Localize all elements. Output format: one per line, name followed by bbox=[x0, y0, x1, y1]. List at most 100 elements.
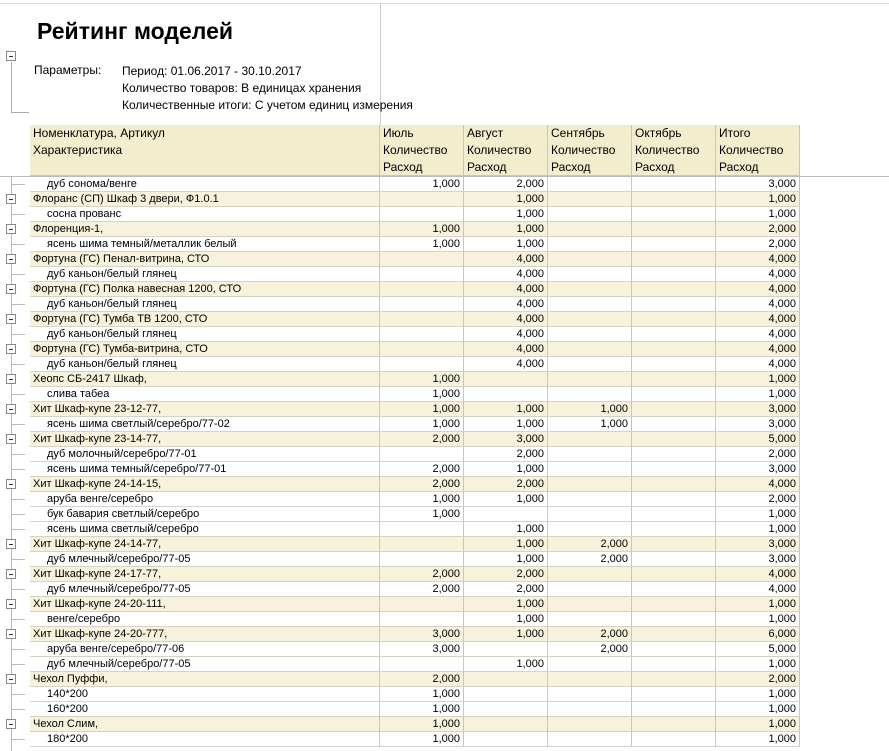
row-name: ясень шима светлый/серебро bbox=[30, 522, 380, 537]
row-name: Хит Шкаф-купе 23-14-77, bbox=[30, 432, 380, 447]
value-cell bbox=[548, 267, 632, 282]
collapse-button[interactable] bbox=[6, 599, 16, 609]
row-name: дуб каньон/белый глянец bbox=[30, 267, 380, 282]
value-cell: 3,000 bbox=[716, 402, 800, 417]
row-name: Флоренция-1, bbox=[30, 222, 380, 237]
value-cell bbox=[464, 642, 548, 657]
value-cell: 1,000 bbox=[464, 462, 548, 477]
tree-line bbox=[11, 394, 25, 395]
value-cell bbox=[632, 597, 716, 612]
tree-line bbox=[11, 274, 25, 275]
value-cell bbox=[632, 612, 716, 627]
value-cell bbox=[632, 177, 716, 192]
collapse-button[interactable] bbox=[6, 719, 16, 729]
row-name: дуб сонома/венге bbox=[30, 177, 380, 192]
value-cell: 4,000 bbox=[716, 582, 800, 597]
collapse-button[interactable] bbox=[6, 51, 16, 61]
collapse-button[interactable] bbox=[6, 404, 16, 414]
collapse-button[interactable] bbox=[6, 674, 16, 684]
row-name: Фортуна (ГС) Полка навесная 1200, СТО bbox=[30, 282, 380, 297]
value-cell bbox=[464, 717, 548, 732]
tree-line bbox=[11, 469, 25, 470]
value-cell bbox=[380, 312, 464, 327]
value-cell: 2,000 bbox=[380, 672, 464, 687]
collapse-button[interactable] bbox=[6, 254, 16, 264]
value-cell bbox=[380, 552, 464, 567]
value-cell: 3,000 bbox=[716, 417, 800, 432]
value-cell: 2,000 bbox=[464, 447, 548, 462]
tree-line bbox=[11, 499, 25, 500]
value-cell bbox=[380, 267, 464, 282]
row-name: Хит Шкаф-купе 23-12-77, bbox=[30, 402, 380, 417]
value-cell: 5,000 bbox=[716, 432, 800, 447]
value-cell: 1,000 bbox=[380, 417, 464, 432]
value-cell bbox=[464, 387, 548, 402]
value-cell bbox=[548, 297, 632, 312]
value-cell: 1,000 bbox=[716, 657, 800, 672]
value-cell: 1,000 bbox=[716, 207, 800, 222]
value-cell bbox=[380, 297, 464, 312]
tree-line bbox=[11, 739, 25, 740]
header-cell: Сентябрь bbox=[548, 125, 632, 142]
value-cell: 1,000 bbox=[716, 597, 800, 612]
value-cell bbox=[632, 312, 716, 327]
value-cell: 1,000 bbox=[716, 387, 800, 402]
value-cell: 2,000 bbox=[716, 222, 800, 237]
value-cell: 2,000 bbox=[380, 462, 464, 477]
collapse-button[interactable] bbox=[6, 314, 16, 324]
collapse-button[interactable] bbox=[6, 434, 16, 444]
collapse-button[interactable] bbox=[6, 569, 16, 579]
value-cell bbox=[548, 357, 632, 372]
collapse-button[interactable] bbox=[6, 344, 16, 354]
value-cell: 4,000 bbox=[464, 297, 548, 312]
value-cell bbox=[632, 207, 716, 222]
value-cell bbox=[548, 312, 632, 327]
value-cell bbox=[548, 477, 632, 492]
row-name: 140*200 bbox=[30, 687, 380, 702]
collapse-button[interactable] bbox=[6, 374, 16, 384]
header-separator bbox=[0, 176, 889, 177]
row-name: Чехол Пуффи, bbox=[30, 672, 380, 687]
value-cell bbox=[632, 267, 716, 282]
value-cell bbox=[632, 372, 716, 387]
value-cell bbox=[632, 237, 716, 252]
value-cell bbox=[464, 732, 548, 747]
row-name: ясень шима темный/серебро/77-01 bbox=[30, 462, 380, 477]
value-cell bbox=[464, 507, 548, 522]
value-cell bbox=[632, 702, 716, 717]
value-cell: 4,000 bbox=[716, 327, 800, 342]
collapse-button[interactable] bbox=[6, 629, 16, 639]
row-name: венге/серебро bbox=[30, 612, 380, 627]
tree-line bbox=[11, 424, 25, 425]
value-cell bbox=[464, 372, 548, 387]
value-cell: 2,000 bbox=[464, 567, 548, 582]
header-cell: Номенклатура, Артикул bbox=[30, 125, 380, 142]
collapse-button[interactable] bbox=[6, 194, 16, 204]
value-cell: 1,000 bbox=[380, 402, 464, 417]
row-name: дуб млечный/серебро/77-05 bbox=[30, 657, 380, 672]
collapse-button[interactable] bbox=[6, 224, 16, 234]
value-cell: 4,000 bbox=[716, 342, 800, 357]
value-cell bbox=[548, 567, 632, 582]
header-divider bbox=[380, 3, 381, 125]
value-cell: 2,000 bbox=[716, 672, 800, 687]
value-cell bbox=[632, 687, 716, 702]
value-cell bbox=[548, 177, 632, 192]
value-cell: 4,000 bbox=[716, 567, 800, 582]
value-cell bbox=[548, 522, 632, 537]
value-cell: 4,000 bbox=[716, 252, 800, 267]
value-cell bbox=[632, 192, 716, 207]
header-cell: Август bbox=[464, 125, 548, 142]
value-cell bbox=[632, 252, 716, 267]
collapse-button[interactable] bbox=[6, 284, 16, 294]
value-cell: 1,000 bbox=[464, 222, 548, 237]
collapse-button[interactable] bbox=[6, 479, 16, 489]
collapse-button[interactable] bbox=[6, 539, 16, 549]
row-name: дуб каньон/белый глянец bbox=[30, 357, 380, 372]
value-cell: 1,000 bbox=[464, 207, 548, 222]
row-name: Хит Шкаф-купе 24-17-77, bbox=[30, 567, 380, 582]
value-cell bbox=[548, 612, 632, 627]
value-cell bbox=[464, 672, 548, 687]
value-cell bbox=[632, 387, 716, 402]
tree-line bbox=[11, 454, 25, 455]
